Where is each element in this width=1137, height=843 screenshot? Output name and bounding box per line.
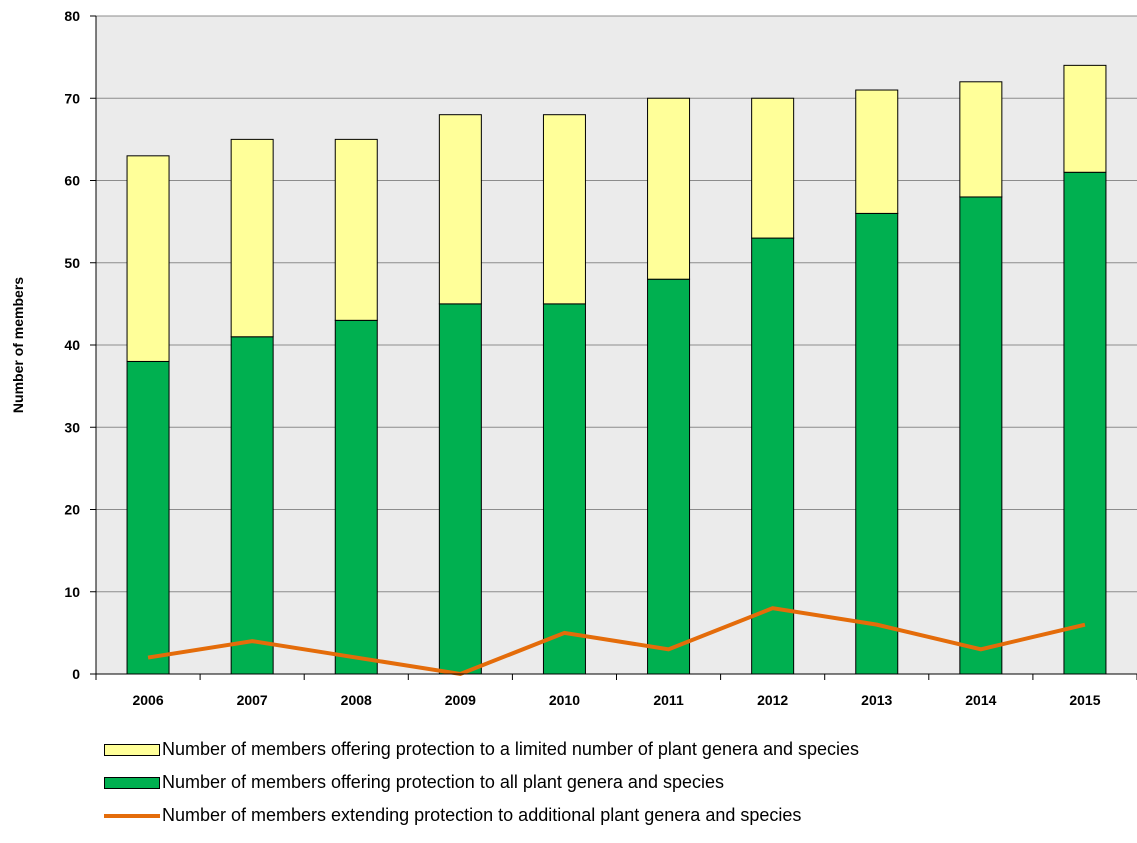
y-tick-label: 0 (72, 666, 80, 682)
y-tick-label: 80 (64, 8, 80, 24)
y-tick-label: 70 (64, 90, 80, 106)
x-tick-label: 2007 (237, 692, 268, 708)
bar-segment (855, 89, 899, 214)
legend-item-all: Number of members offering protection to… (104, 766, 859, 799)
bar-segment (751, 237, 795, 675)
bars (126, 64, 1107, 675)
x-tick-label: 2012 (757, 692, 788, 708)
legend-label-limited: Number of members offering protection to… (162, 739, 860, 759)
x-tick-label: 2009 (445, 692, 476, 708)
bar-segment (751, 97, 795, 239)
x-tick-label: 2013 (861, 692, 892, 708)
bar-segment (438, 303, 482, 675)
legend-label-extending: Number of members extending protection t… (162, 805, 802, 825)
x-tick-label: 2011 (653, 692, 684, 708)
bar-segment (1063, 64, 1107, 173)
y-axis-label: Number of members (10, 277, 26, 413)
y-tick-label: 40 (64, 337, 80, 353)
bar-segment (647, 97, 691, 280)
bar-segment (959, 196, 1003, 675)
x-tick-label: 2014 (965, 692, 996, 708)
bar-segment (230, 138, 274, 338)
line-path (147, 606, 1086, 677)
bar-segment (230, 336, 274, 675)
chart: 0 10 20 30 40 50 60 70 80 2006 2007 2008 2009 2010 201… (10, 8, 1137, 708)
bar-segment (855, 212, 899, 675)
y-tick-label: 10 (64, 584, 80, 600)
bar-segment (438, 114, 482, 305)
legend-swatch-extending (104, 813, 160, 818)
bar-segment (542, 303, 586, 675)
axes: 0 10 20 30 40 50 60 70 80 2006 2007 2008 2009 2010 201… (64, 8, 1137, 708)
x-tick-label: 2008 (341, 692, 372, 708)
y-tick-label: 60 (64, 173, 80, 189)
bar-segment (334, 319, 378, 675)
legend-swatch-limited (104, 743, 160, 756)
bar-segment (126, 155, 170, 362)
legend-item-extending: Number of members extending protection t… (104, 799, 859, 832)
y-tick-label: 20 (64, 502, 80, 518)
legend-swatch-all (104, 776, 160, 789)
bar-segment (334, 138, 378, 321)
legend: Number of members offering protection to… (104, 733, 859, 832)
bar-segment (542, 114, 586, 305)
y-tick-label: 50 (64, 255, 80, 271)
x-tick-label: 2006 (132, 692, 163, 708)
bar-segment (959, 81, 1003, 198)
bar-segment (1063, 171, 1107, 675)
bar-segment (647, 278, 691, 675)
x-tick-label: 2015 (1069, 692, 1100, 708)
legend-label-all: Number of members offering protection to… (162, 772, 724, 792)
legend-item-limited: Number of members offering protection to… (104, 733, 859, 766)
y-tick-label: 30 (64, 419, 80, 435)
bar-segment (126, 360, 170, 675)
x-tick-label: 2010 (549, 692, 580, 708)
